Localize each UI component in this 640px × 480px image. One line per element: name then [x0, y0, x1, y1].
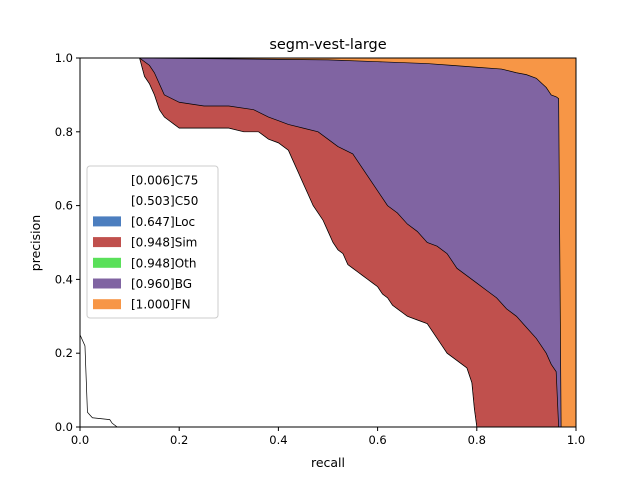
area-empty [80, 58, 477, 427]
legend-label: [0.960]BG [131, 277, 192, 291]
loc-outline [139, 58, 478, 427]
legend: [0.006]C75 [0.503]C50 [0.647]Loc [0.948]Sim… [86, 165, 219, 319]
legend-swatch [93, 257, 121, 268]
series-c75-line [80, 334, 118, 427]
axes-frame [79, 57, 577, 428]
plot-area [80, 58, 576, 427]
x-tick-label: 0.2 [170, 433, 188, 447]
legend-swatch [93, 195, 121, 206]
x-tick-label: 0.8 [468, 433, 486, 447]
y-tick-label: 0.8 [55, 125, 73, 139]
legend-swatch [93, 278, 121, 289]
y-tick-label: 0.4 [55, 272, 73, 286]
legend-label: [0.647]Loc [131, 215, 195, 229]
y-axis-label: precision [28, 215, 43, 271]
legend-swatch [93, 237, 121, 248]
x-tick-label: 0.0 [71, 433, 89, 447]
legend-label: [1.000]FN [131, 298, 191, 312]
legend-swatch [93, 299, 121, 310]
legend-label: [0.948]Sim [131, 236, 197, 250]
axes: 0.0 0.2 0.4 0.6 0.8 1.0 0.0 0.2 0.4 0.6 0.8 1.0 [55, 51, 585, 447]
x-axis-label: recall [311, 455, 345, 470]
legend-swatch [93, 216, 121, 227]
y-tick-label: 0.6 [55, 199, 73, 213]
chart-title: segm-vest-large [269, 37, 386, 53]
x-tick-label: 0.6 [368, 433, 386, 447]
legend-swatch [93, 175, 121, 185]
y-tick-label: 0.2 [55, 346, 73, 360]
legend-label: [0.948]Oth [131, 256, 196, 270]
legend-label: [0.006]C75 [131, 174, 198, 188]
x-tick-label: 1.0 [567, 433, 585, 447]
x-tick-label: 0.4 [269, 433, 287, 447]
legend-label: [0.503]C50 [131, 194, 198, 208]
y-tick-label: 1.0 [55, 51, 73, 65]
y-tick-label: 0.0 [55, 420, 73, 434]
